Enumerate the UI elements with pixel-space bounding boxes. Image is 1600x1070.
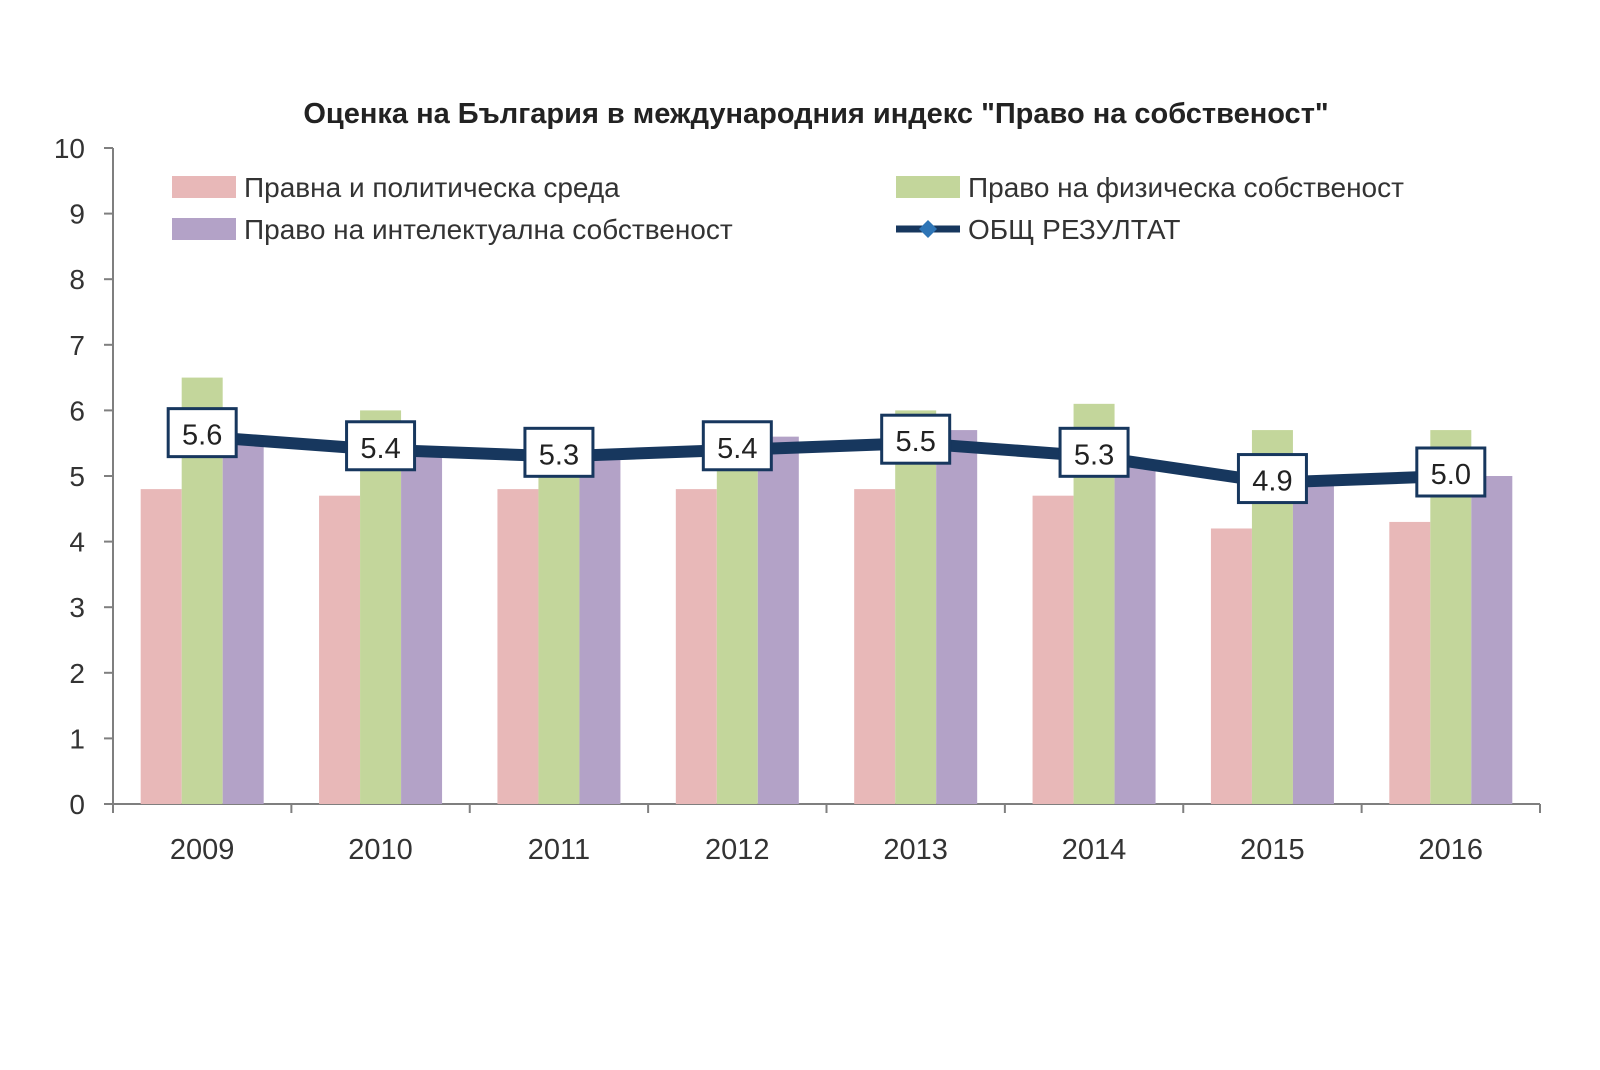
legend-label: ОБЩ РЕЗУЛТАТ — [968, 214, 1181, 245]
axes: 0 1 2 3 4 5 6 7 8 9 10 2009 2010 2011 2012 2013 2014 2015… — [54, 133, 1541, 866]
y-tick-label: 5 — [69, 461, 85, 492]
data-label: 5.3 — [1058, 426, 1130, 478]
x-tick-label: 2012 — [705, 834, 770, 866]
legend-swatch — [172, 218, 236, 240]
y-tick-label: 4 — [69, 527, 85, 558]
y-tick-label: 9 — [69, 199, 85, 230]
legend-swatch — [172, 176, 236, 198]
bar-правна-и-политическа-среда — [1032, 495, 1074, 804]
x-tick-label: 2011 — [528, 834, 590, 866]
y-tick-label: 7 — [69, 330, 85, 361]
x-tick-label: 2013 — [883, 834, 948, 866]
x-tick-label: 2014 — [1062, 834, 1127, 866]
legend-label: Право на интелектуална собственост — [244, 214, 733, 245]
data-label-text: 5.3 — [1074, 439, 1114, 471]
data-label-text: 5.5 — [896, 426, 936, 458]
legend: Правна и политическа среда Право на физич… — [172, 172, 1404, 245]
data-labels: 5.6 5.4 5.3 5.4 5.5 5.3 4.9 5.0 — [166, 407, 1487, 505]
bar-право-на-интелектуална-собственост — [1114, 462, 1156, 804]
y-tick-label: 1 — [69, 723, 85, 754]
bar-право-на-физическа-собственост — [895, 410, 937, 804]
data-label: 5.3 — [523, 426, 595, 478]
data-label-box — [166, 407, 238, 459]
bar-правна-и-политическа-среда — [1210, 528, 1252, 804]
data-label-box — [880, 413, 952, 465]
data-label-text: 5.0 — [1431, 459, 1471, 491]
data-label: 5.4 — [701, 420, 773, 472]
legend-label: Право на физическа собственост — [968, 172, 1404, 203]
x-tick-label: 2009 — [170, 834, 235, 866]
bar-правна-и-политическа-среда — [140, 489, 182, 804]
data-label-box — [523, 426, 595, 478]
data-label: 5.4 — [345, 420, 417, 472]
bar-право-на-физическа-собственост — [360, 410, 402, 804]
bar-право-на-физическа-собственост — [538, 456, 580, 804]
bar-правна-и-политическа-среда — [319, 495, 361, 804]
x-tick-label: 2015 — [1240, 834, 1305, 866]
data-label: 5.6 — [166, 407, 238, 459]
bar-право-на-интелектуална-собственост — [757, 436, 799, 804]
legend-label: Правна и политическа среда — [244, 172, 620, 203]
chart-title: Оценка на България в международния индек… — [303, 98, 1328, 130]
x-tick-label: 2010 — [348, 834, 413, 866]
data-label-text: 5.6 — [182, 420, 222, 452]
data-label-box — [1058, 426, 1130, 478]
bars — [140, 377, 1513, 804]
data-label-text: 5.4 — [717, 433, 757, 465]
legend-item: ОБЩ РЕЗУЛТАТ — [896, 214, 1181, 245]
y-tick-label: 0 — [69, 789, 85, 820]
y-tick-label: 10 — [54, 133, 85, 164]
data-label-box — [701, 420, 773, 472]
bar-право-на-интелектуална-собственост — [936, 430, 978, 804]
data-label-box — [1236, 453, 1308, 505]
y-tick-label: 3 — [69, 592, 85, 623]
data-label-box — [345, 420, 417, 472]
legend-diamond-icon — [919, 220, 937, 238]
legend-swatch — [896, 176, 960, 198]
data-label-text: 4.9 — [1252, 466, 1292, 498]
legend-item: Правна и политическа среда — [172, 172, 620, 203]
y-tick-label: 8 — [69, 264, 85, 295]
bar-право-на-интелектуална-собственост — [1292, 482, 1334, 804]
bar-право-на-физическа-собственост — [716, 449, 758, 804]
data-label: 5.5 — [880, 413, 952, 465]
legend-item: Право на физическа собственост — [896, 172, 1404, 203]
data-label-text: 5.3 — [539, 439, 579, 471]
data-label: 5.0 — [1415, 446, 1487, 498]
data-label: 4.9 — [1236, 453, 1308, 505]
bar-правна-и-политическа-среда — [854, 489, 896, 804]
bar-правна-и-политическа-среда — [497, 489, 539, 804]
x-tick-label: 2016 — [1419, 834, 1484, 866]
y-tick-label: 2 — [69, 658, 85, 689]
data-label-box — [1415, 446, 1487, 498]
data-label-text: 5.4 — [360, 433, 400, 465]
bar-право-на-интелектуална-собственост — [579, 456, 621, 804]
bar-правна-и-политическа-среда — [675, 489, 717, 804]
bar-правна-и-политическа-среда — [1389, 521, 1431, 804]
y-tick-label: 6 — [69, 395, 85, 426]
legend-item: Право на интелектуална собственост — [172, 214, 733, 245]
bar-право-на-интелектуална-собственост — [1471, 476, 1513, 804]
bar-право-на-интелектуална-собственост — [222, 436, 264, 804]
bar-право-на-интелектуална-собственост — [401, 449, 443, 804]
